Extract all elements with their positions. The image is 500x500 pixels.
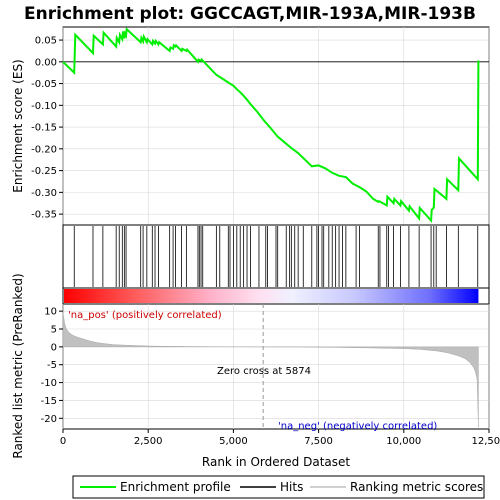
rank-axis-label: Rank in Ordered Dataset xyxy=(202,455,350,469)
legend-label-metric: Ranking metric scores xyxy=(350,480,483,494)
ranking-metric-area xyxy=(62,312,479,428)
legend-label-enrichment: Enrichment profile xyxy=(120,480,231,494)
bottom-xtick-label: 7,500 xyxy=(304,436,333,447)
bottom-ytick-label: -20 xyxy=(41,414,57,425)
bottom-panel-frame xyxy=(62,303,490,430)
rank-color-bar xyxy=(62,287,490,305)
negative-correlation-label: 'na_neg' (negatively correlated) xyxy=(278,421,437,432)
top-panel-frame xyxy=(62,26,490,226)
top-ytick-label: 0.00 xyxy=(35,57,57,68)
chart-title: Enrichment plot: GGCCAGT,MIR-193A,MIR-19… xyxy=(24,4,476,24)
legend-label-hits: Hits xyxy=(280,480,303,494)
enrichment-score-panel: 0.05 0.00 -0.05 -0.10 -0.15 -0.20 -0.25 -0.30 -0… xyxy=(11,26,490,226)
hit-lines xyxy=(73,226,479,287)
zero-cross-label: Zero cross at 5874 xyxy=(217,366,311,377)
bottom-ytick-label: -15 xyxy=(41,396,57,407)
bottom-xtick-label: 0 xyxy=(60,436,66,447)
top-ytick-label: -0.30 xyxy=(31,188,57,199)
top-panel-grid xyxy=(62,27,490,225)
bottom-xtick-label: 2,500 xyxy=(134,436,163,447)
legend: Enrichment profile Hits Ranking metric s… xyxy=(72,475,485,499)
legend-frame xyxy=(72,475,485,499)
bottom-xtick-label: 5,000 xyxy=(219,436,248,447)
es-axis-label: Enrichment score (ES) xyxy=(11,59,25,192)
top-ytick-label: -0.35 xyxy=(31,210,57,221)
metric-axis-label: Ranked list metric (PreRanked) xyxy=(11,273,25,458)
bottom-xtick-label: 10,000 xyxy=(386,436,421,447)
positive-correlation-label: 'na_pos' (positively correlated) xyxy=(68,310,222,321)
enrichment-profile-line xyxy=(62,27,480,224)
bottom-ytick-label: 0 xyxy=(51,342,57,353)
bottom-ytick-label: 10 xyxy=(44,307,57,318)
bottom-ytick-label: -5 xyxy=(47,360,57,371)
top-ytick-label: -0.25 xyxy=(31,166,57,177)
top-ytick-label: -0.05 xyxy=(31,79,57,90)
top-ytick-label: 0.05 xyxy=(35,36,57,47)
bottom-panel-xticks: 0 2,500 5,000 7,500 10,000 12,500 xyxy=(60,429,500,447)
bottom-xtick-label: 12,500 xyxy=(472,436,500,447)
top-ytick-label: -0.20 xyxy=(31,144,57,155)
ranked-metric-panel: 10 5 0 -5 -10 -15 -20 0 2,500 5,000 7,500 10,000 12… xyxy=(11,273,500,469)
rank-bar-gradient xyxy=(64,289,479,303)
top-panel-yticks: 0.05 0.00 -0.05 -0.10 -0.15 -0.20 -0.25 -0.30 -0… xyxy=(31,36,63,221)
bottom-ytick-label: -10 xyxy=(41,378,57,389)
bottom-ytick-label: 5 xyxy=(51,325,57,336)
top-ytick-label: -0.10 xyxy=(31,101,57,112)
top-ytick-label: -0.15 xyxy=(31,123,57,134)
bottom-panel-yticks: 10 5 0 -5 -10 -15 -20 xyxy=(41,307,63,425)
hits-panel xyxy=(62,224,490,289)
